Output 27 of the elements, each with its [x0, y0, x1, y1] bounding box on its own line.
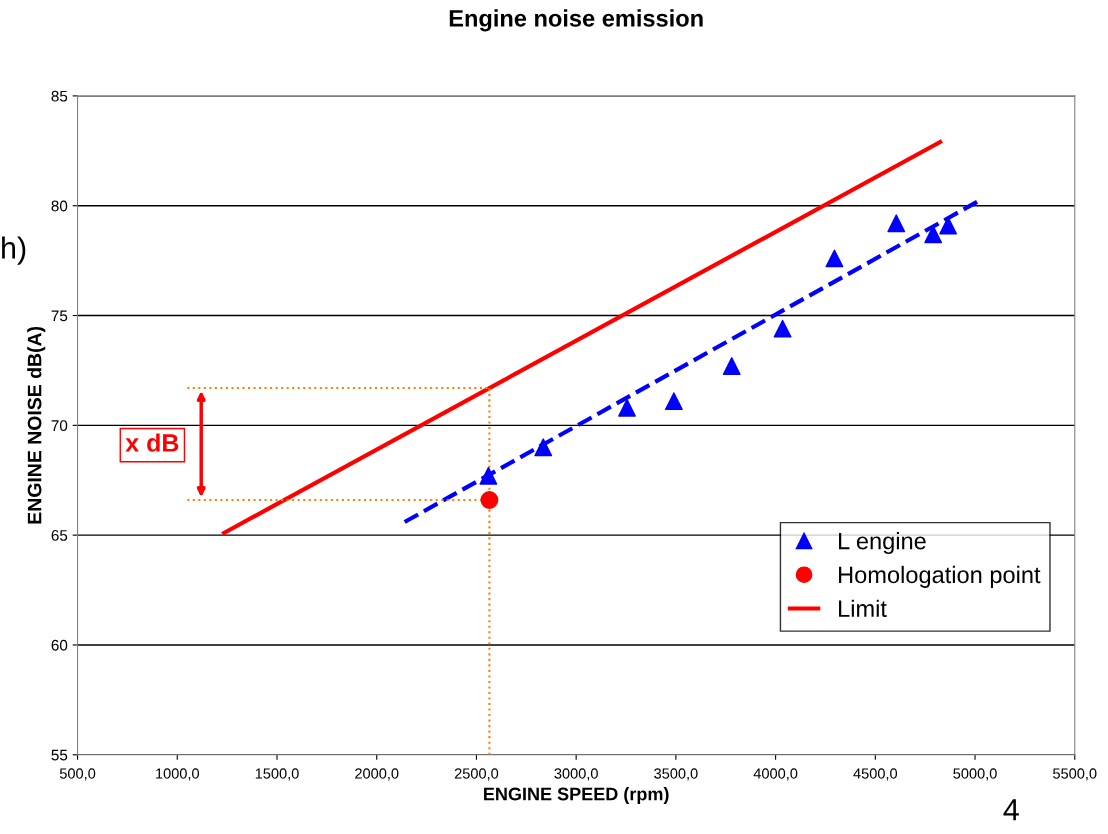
y-tick-label: 80 [51, 200, 68, 212]
x-tick-label: 2500,0 [454, 768, 499, 781]
x-tick-label: 5000,0 [953, 768, 997, 781]
y-tick-label: 85 [51, 90, 68, 102]
legend-label: Limit [839, 599, 887, 617]
y-axis-title: ENGINE NOISE dB(A) [27, 326, 46, 524]
legend-label: L engine [839, 532, 926, 555]
y-tick-label: 60 [51, 639, 68, 651]
x-axis-title: ENGINE SPEED (rpm) [484, 787, 669, 804]
x-tick-label: 3000,0 [554, 768, 598, 781]
x-tick-label: 4000,0 [753, 768, 798, 781]
x-tick-label: 1000,0 [156, 768, 200, 781]
x-tick-label: 2000,0 [355, 768, 399, 781]
x-tick-label: 1500,0 [255, 768, 299, 781]
y-tick-label: 75 [51, 310, 68, 322]
text: 4 [1003, 799, 1019, 821]
x-tick-label: 500,0 [59, 768, 96, 781]
x-tick-label: 3500,0 [654, 768, 698, 781]
x-tick-label: 4500,0 [853, 768, 898, 781]
legend-label: Homologation point [839, 565, 1041, 588]
text: h) [2, 236, 26, 265]
annotation: x dB [125, 433, 179, 452]
y-tick-label: 65 [51, 530, 68, 541]
y-tick-label: 55 [51, 749, 68, 761]
y-tick-label: 70 [51, 420, 68, 432]
x-tick-label: 5500,0 [1053, 768, 1097, 781]
chart-title: Engine noise emission [449, 9, 703, 32]
